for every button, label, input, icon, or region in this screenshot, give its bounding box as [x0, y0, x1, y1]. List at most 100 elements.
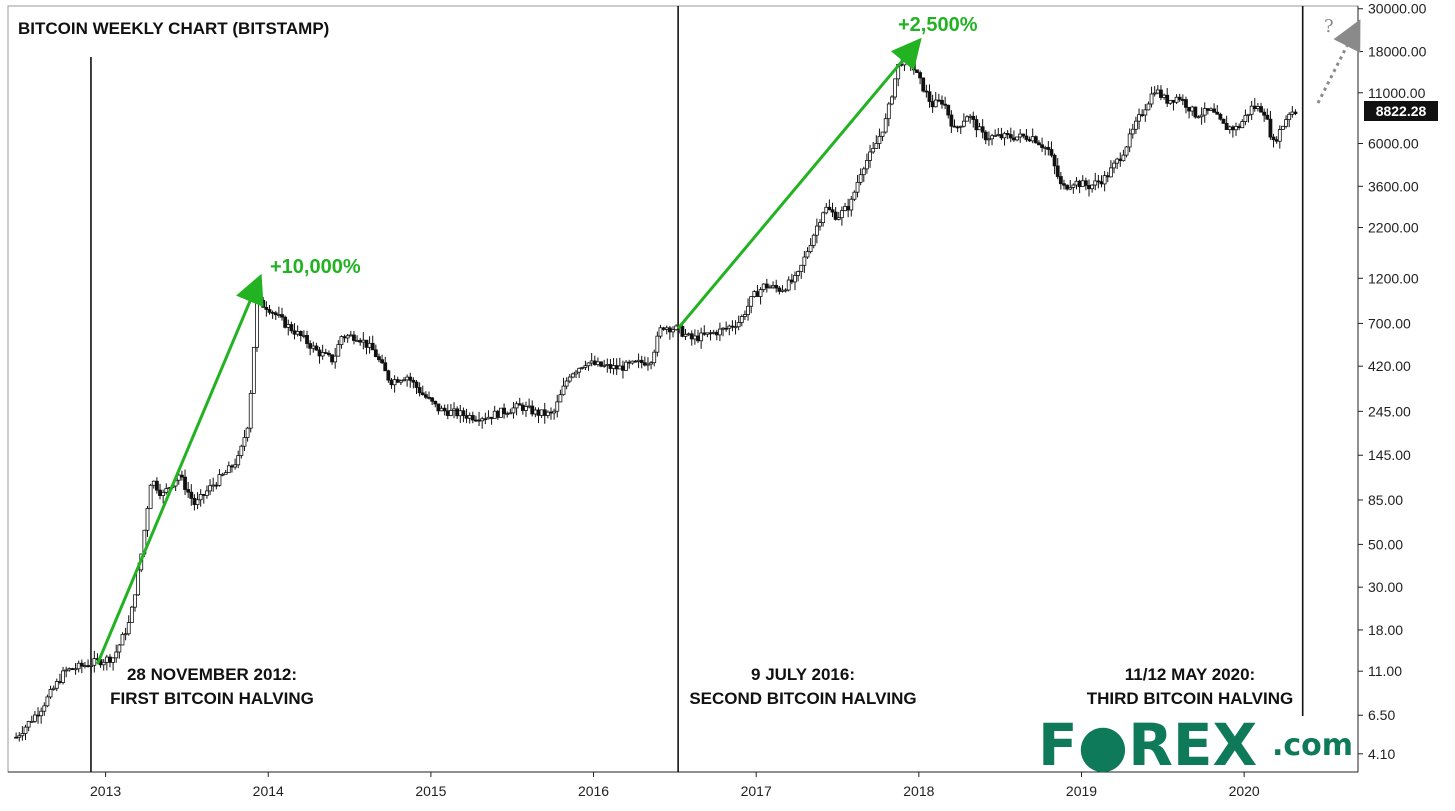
candle-body: [29, 720, 34, 723]
question-mark: ?: [1324, 16, 1334, 37]
candle-body: [627, 361, 632, 364]
candle-body: [14, 736, 19, 739]
candle-body: [1071, 184, 1076, 188]
candle-body: [865, 160, 869, 170]
candle-body: [1262, 111, 1267, 116]
candle-body: [1249, 105, 1254, 115]
candle-body: [442, 407, 447, 412]
candle-body: [833, 211, 838, 220]
candle-body: [61, 670, 65, 683]
candle-body: [911, 62, 916, 71]
gain-arrow: [676, 37, 922, 330]
candle-body: [1234, 125, 1238, 131]
candle-body: [233, 464, 237, 468]
candle-body: [752, 291, 757, 297]
candle-body: [1040, 144, 1044, 148]
candle-body: [283, 316, 288, 328]
candle-body: [1227, 126, 1232, 130]
candle-body: [317, 349, 322, 357]
candle-body: [1259, 106, 1263, 113]
candle-body: [1230, 126, 1235, 131]
candle-body: [201, 494, 206, 496]
candle-body: [486, 416, 491, 420]
halving-3-event: THIRD BITCOIN HALVING: [1087, 689, 1294, 708]
candle-body: [64, 669, 69, 672]
candle-body: [211, 484, 216, 487]
candle-body: [208, 485, 212, 492]
candle-body: [555, 401, 560, 412]
candle-body: [73, 668, 78, 671]
candle-body: [492, 410, 497, 419]
candle-body: [549, 411, 553, 414]
candle-body: [589, 360, 594, 364]
candle-body: [814, 225, 819, 236]
candle-body: [436, 403, 441, 412]
candle-body: [430, 397, 435, 402]
candle-body: [39, 710, 44, 717]
x-tick-label: 2018: [903, 783, 934, 799]
candle-body: [1033, 136, 1038, 144]
candle-body: [718, 328, 722, 336]
candle-body: [1190, 106, 1195, 112]
candle-body: [439, 407, 444, 412]
candle-body: [614, 365, 619, 370]
candle-body: [23, 726, 28, 734]
candle-body: [1102, 175, 1107, 185]
candle-body: [261, 299, 266, 308]
y-tick-label: 4.10: [1368, 746, 1395, 762]
plot-area: [7, 5, 1359, 773]
candle-body: [849, 198, 854, 211]
candle-body: [1052, 154, 1057, 167]
candle-body: [1187, 106, 1191, 112]
candle-body: [583, 365, 588, 368]
candle-body: [552, 410, 557, 414]
y-tick-label: 85.00: [1368, 492, 1403, 508]
y-tick-label: 6000.00: [1368, 136, 1419, 152]
candle-body: [348, 334, 353, 337]
candle-body: [936, 99, 941, 102]
candle-body: [483, 418, 488, 421]
candle-body: [51, 687, 56, 690]
candle-body: [827, 206, 832, 211]
candle-body: [42, 705, 47, 712]
candle-body: [58, 681, 62, 683]
candle-body: [974, 119, 979, 131]
candle-body: [1062, 183, 1066, 186]
candle-body: [683, 333, 688, 337]
candle-body: [1068, 187, 1073, 190]
candle-body: [955, 126, 960, 129]
candle-body: [186, 489, 191, 493]
candle-body: [1030, 136, 1035, 142]
candle-body: [692, 335, 697, 340]
candle-body: [961, 120, 966, 127]
candle-body: [251, 346, 256, 394]
candle-body: [289, 324, 294, 332]
y-tick-label: 420.00: [1368, 358, 1411, 374]
candle-body: [1043, 147, 1048, 149]
candle-body: [20, 733, 25, 737]
candle-body: [370, 342, 375, 351]
candle-body: [1184, 99, 1188, 108]
candle-body: [408, 376, 413, 381]
candle-body: [1018, 133, 1023, 138]
candle-body: [292, 330, 297, 335]
candle-body: [746, 305, 750, 315]
candle-body: [689, 333, 694, 340]
candle-body: [1090, 184, 1095, 190]
candle-body: [248, 392, 253, 429]
candle-body: [198, 494, 203, 501]
candle-body: [724, 327, 729, 330]
candle-body: [755, 291, 760, 297]
candle-body: [965, 116, 969, 122]
candle-body: [86, 665, 90, 668]
halving-2-date: 9 JULY 2016:: [751, 665, 855, 684]
candle-body: [101, 661, 106, 666]
candle-body: [145, 508, 150, 531]
candle-body: [1080, 180, 1085, 187]
candle-body: [1168, 99, 1173, 104]
candle-body: [971, 115, 976, 120]
candle-body: [721, 327, 725, 330]
candle-body: [361, 339, 366, 343]
candle-body: [702, 332, 707, 335]
candle-body: [70, 668, 75, 670]
